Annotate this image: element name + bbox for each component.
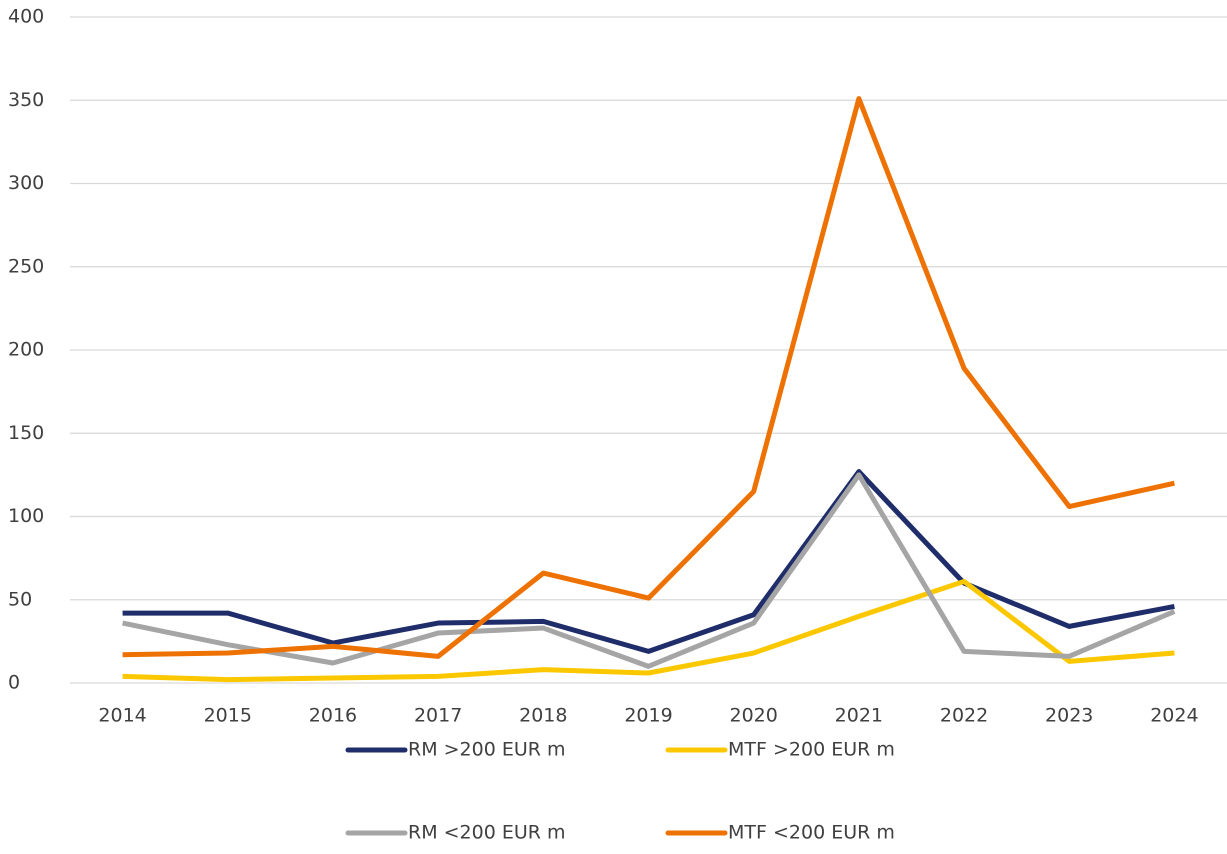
series-line [122,472,1176,669]
x-tick-label: 2022 [940,705,988,727]
y-tick-label: 100 [8,505,44,527]
x-tick-label: 2016 [309,705,357,727]
y-tick-label: 350 [8,89,44,111]
x-tick-label: 2020 [730,705,778,727]
legend-label: MTF >200 EUR m [728,739,895,761]
series-line [122,96,1175,659]
legend-label: RM <200 EUR m [408,822,566,844]
y-tick-label: 200 [8,339,44,361]
x-tick-label: 2015 [204,705,252,727]
y-tick-label: 0 [8,672,20,694]
legend-label: RM >200 EUR m [408,739,566,761]
legend-label: MTF <200 EUR m [728,822,895,844]
x-tick-label: 2021 [835,705,883,727]
y-tick-label: 400 [8,6,44,28]
y-tick-label: 300 [8,172,44,194]
x-tick-label: 2019 [624,705,672,727]
y-tick-label: 150 [8,422,44,444]
x-tick-label: 2018 [519,705,567,727]
series-line [122,578,1175,683]
x-tick-label: 2017 [414,705,462,727]
series-line [122,469,1175,654]
x-tick-label: 2023 [1045,705,1093,727]
x-tick-label: 2014 [98,705,146,727]
y-tick-label: 50 [8,588,32,610]
x-tick-label: 2024 [1150,705,1198,727]
y-tick-label: 250 [8,255,44,277]
